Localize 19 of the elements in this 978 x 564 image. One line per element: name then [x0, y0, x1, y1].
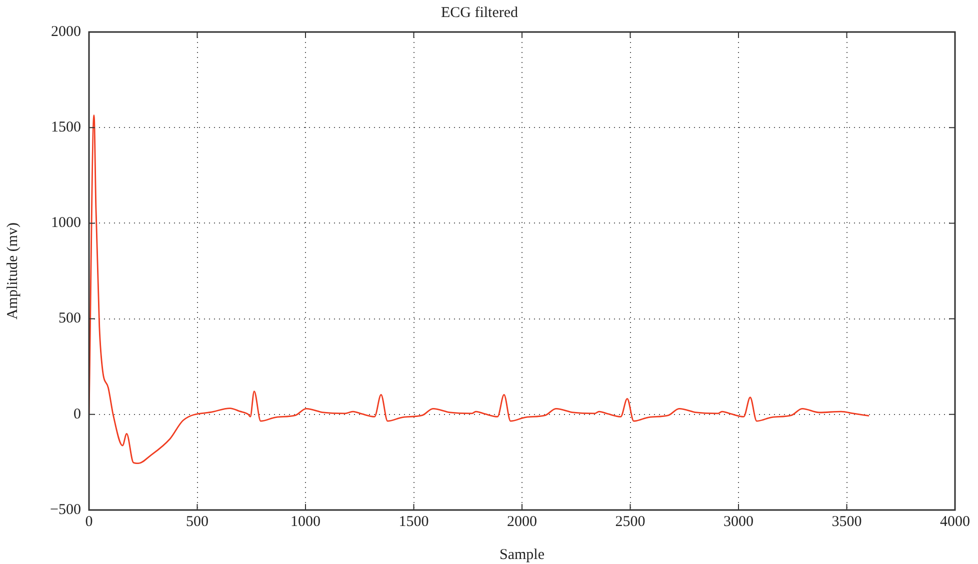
y-tick-label: 1000 [51, 215, 81, 232]
chart-title: ECG filtered [440, 4, 519, 21]
x-tick-label: 3000 [724, 514, 754, 530]
y-axis-title: Amplitude (mv) [4, 222, 21, 320]
y-tick-label: 1500 [51, 120, 81, 136]
x-tick-label: 2000 [507, 514, 537, 530]
y-tick-label: 2000 [51, 24, 81, 40]
y-tick-label: 500 [58, 310, 81, 327]
y-tick-label: −500 [50, 502, 81, 518]
x-tick-label: 500 [186, 514, 208, 530]
line-series [89, 114, 870, 464]
x-tick-label: 3500 [832, 514, 862, 530]
y-tick-label: 0 [74, 406, 81, 422]
x-axis-title: Sample [500, 546, 545, 563]
x-tick-label: 2500 [615, 514, 646, 530]
x-tick-label: 4000 [940, 514, 970, 530]
x-tick-label: 0 [85, 514, 93, 530]
x-tick-label: 1500 [398, 514, 429, 530]
x-tick-label: 1000 [290, 514, 320, 530]
